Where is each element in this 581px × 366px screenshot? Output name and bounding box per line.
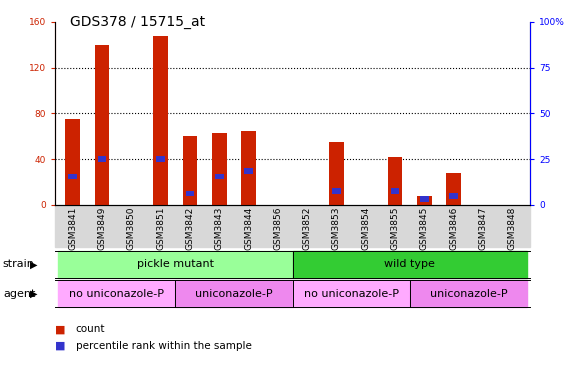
Text: percentile rank within the sample: percentile rank within the sample	[76, 341, 252, 351]
Bar	[420, 197, 429, 202]
Text: strain: strain	[3, 259, 35, 269]
Bar	[241, 131, 256, 205]
Bar	[69, 173, 77, 179]
Bar	[95, 45, 109, 205]
Bar	[66, 119, 80, 205]
Text: no uniconazole-P: no uniconazole-P	[304, 289, 399, 299]
Bar	[449, 193, 458, 199]
Text: uniconazole-P: uniconazole-P	[429, 289, 507, 299]
Text: pickle mutant: pickle mutant	[137, 259, 214, 269]
Text: uniconazole-P: uniconazole-P	[195, 289, 272, 299]
Text: ■: ■	[55, 341, 66, 351]
Text: agent: agent	[3, 289, 35, 299]
Bar	[98, 156, 106, 162]
Text: ▶: ▶	[30, 259, 37, 269]
Bar	[153, 36, 168, 205]
Bar	[212, 133, 227, 205]
Bar	[329, 142, 344, 205]
Bar	[332, 188, 341, 194]
Bar	[156, 156, 165, 162]
Text: ▶: ▶	[30, 289, 37, 299]
Bar	[182, 137, 198, 205]
Bar	[417, 196, 432, 205]
Bar	[215, 173, 224, 179]
Text: ■: ■	[55, 324, 66, 335]
Text: GDS378 / 15715_at: GDS378 / 15715_at	[70, 15, 205, 29]
Text: wild type: wild type	[384, 259, 435, 269]
Bar	[244, 168, 253, 173]
Bar	[390, 188, 400, 194]
Bar	[388, 157, 403, 205]
Text: no uniconazole-P: no uniconazole-P	[69, 289, 164, 299]
Bar	[446, 173, 461, 205]
Bar	[185, 191, 195, 197]
Text: count: count	[76, 324, 105, 335]
